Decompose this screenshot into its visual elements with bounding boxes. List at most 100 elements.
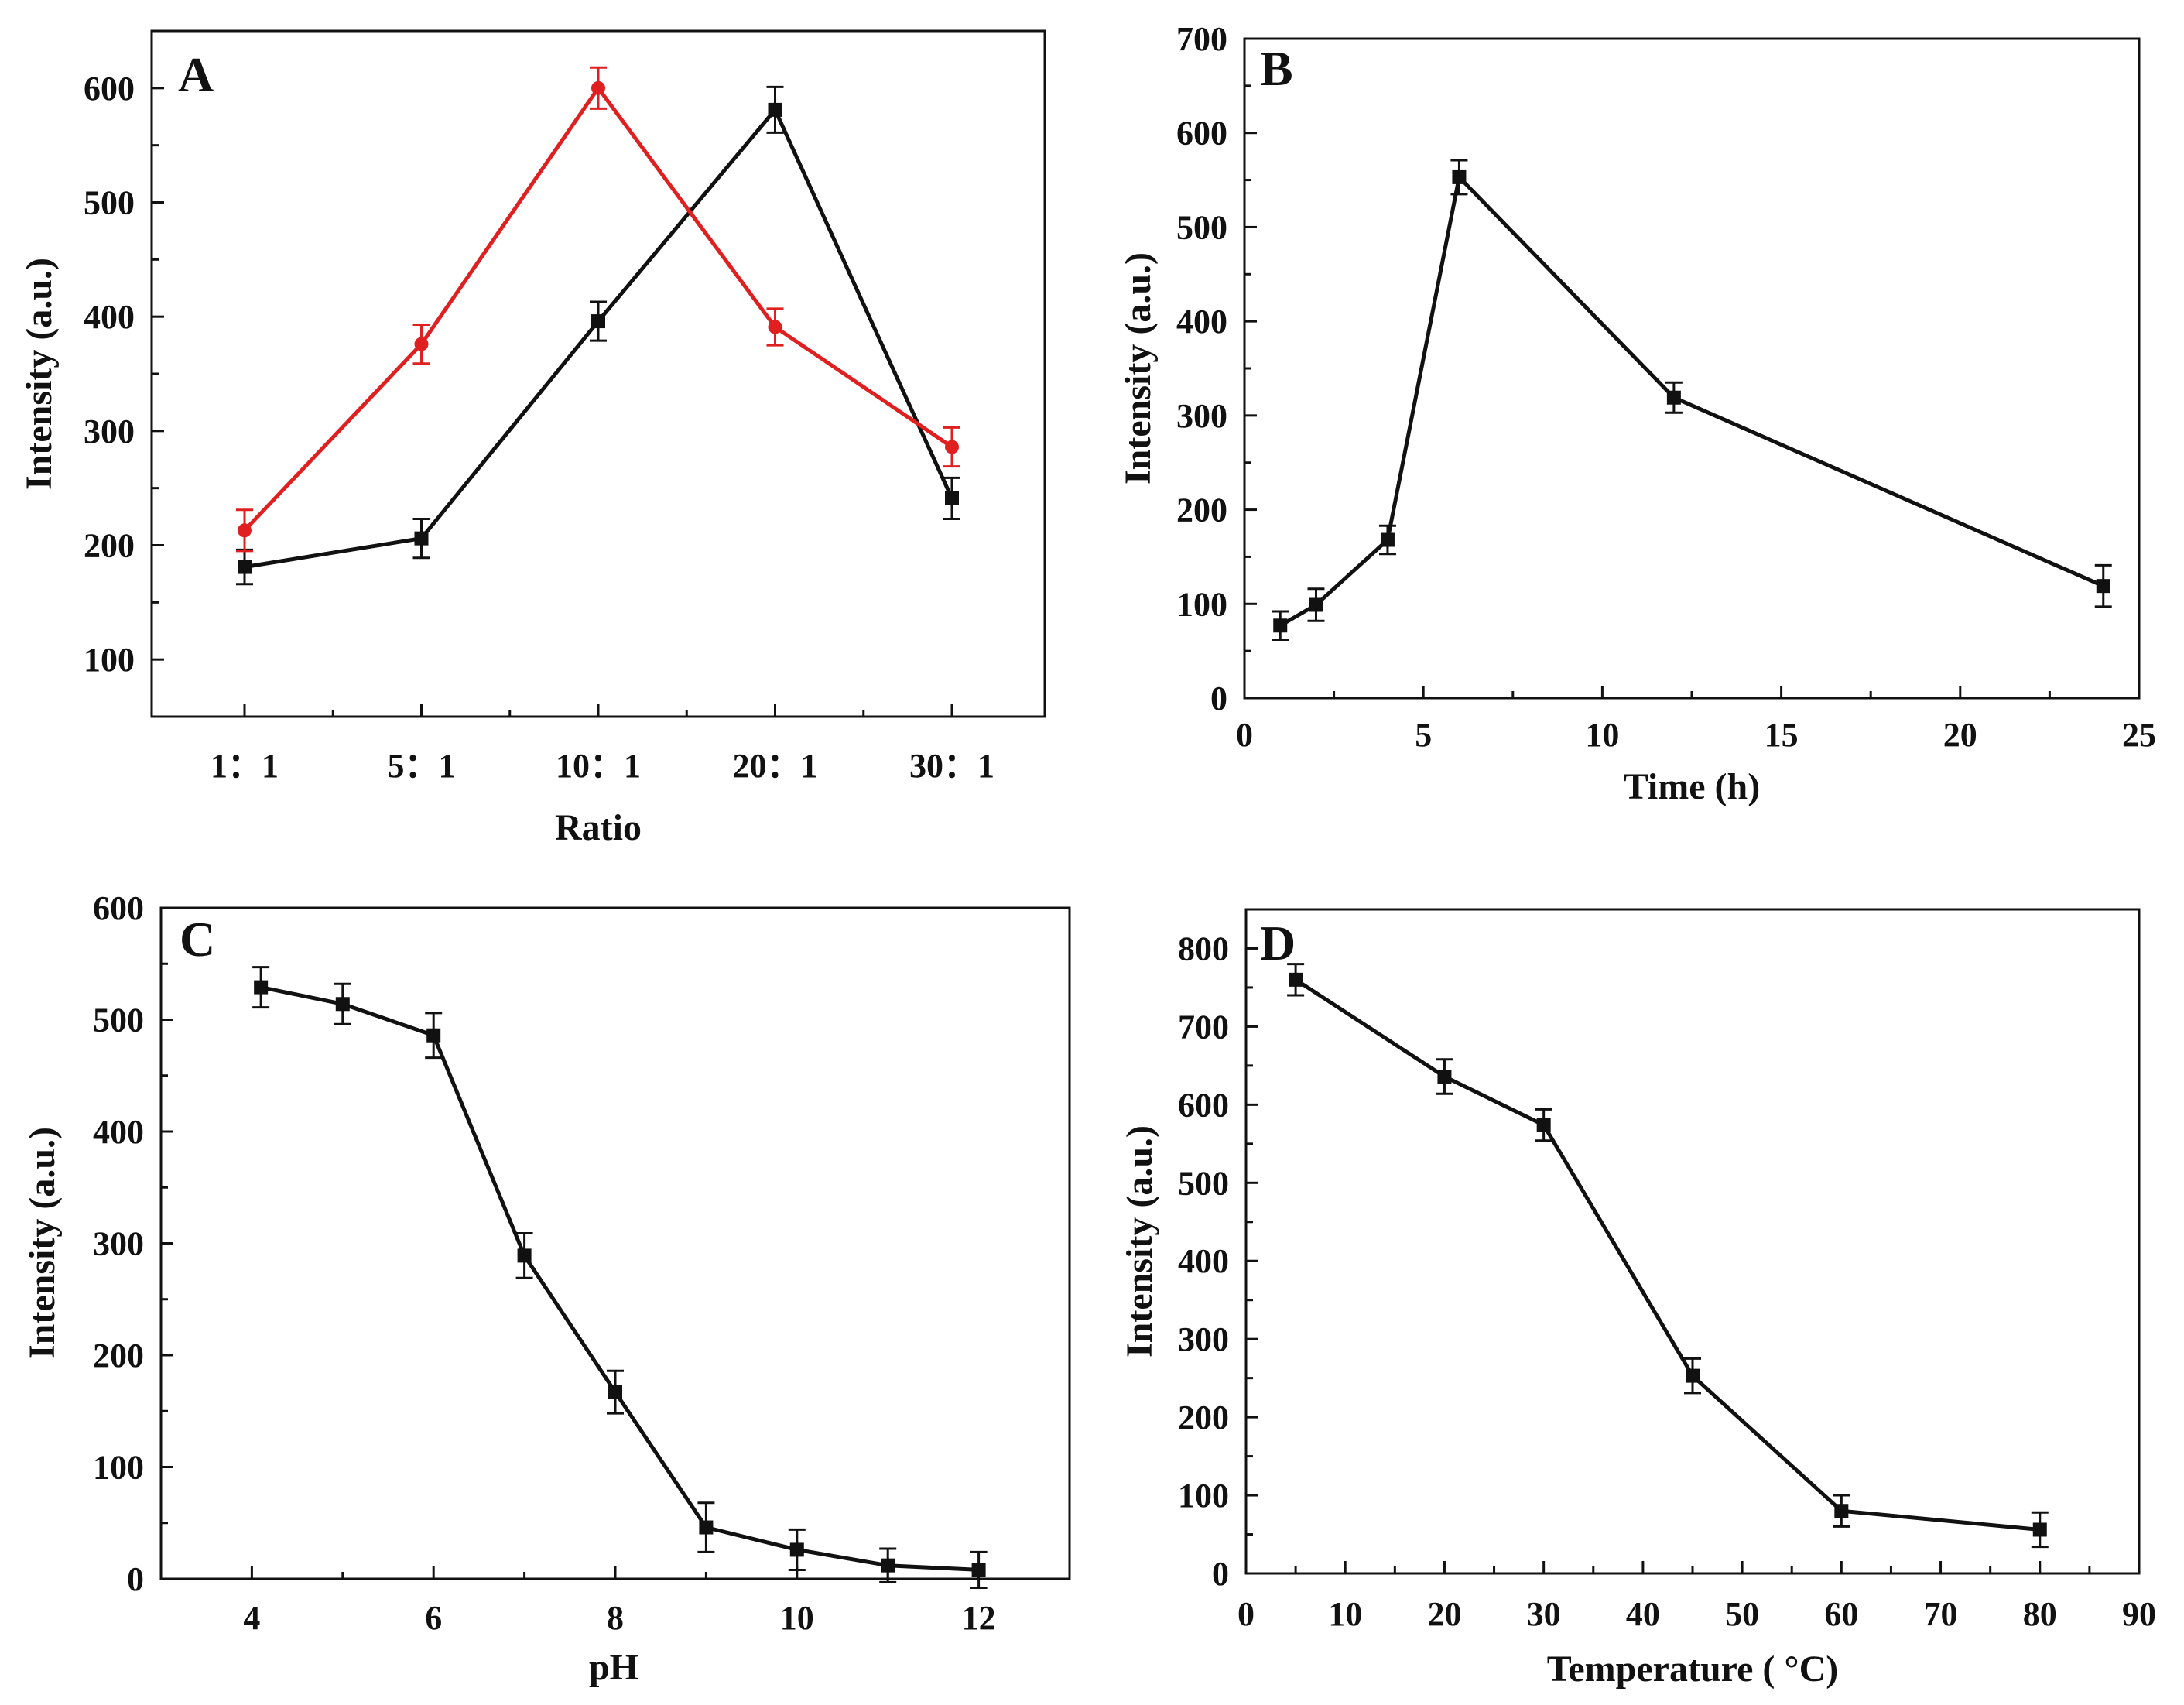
ticks-d: 0 100 200 300 400 500 600 700 800 0 10 20 30 40 50 60 70… [1178, 930, 2156, 1633]
data-point [1536, 1118, 1551, 1132]
x-tick-label-b: 10 [1585, 716, 1619, 754]
data-point [1437, 1070, 1452, 1084]
series-layer-b [1272, 159, 2112, 642]
y-tick-label-a: 500 [84, 184, 135, 222]
data-point [591, 80, 605, 95]
y-tick-label-b: 0 [1210, 680, 1227, 717]
y-tick-label-d: 500 [1178, 1164, 1229, 1202]
x-tick-label-d: 10 [1328, 1595, 1362, 1633]
x-tick-label-a: 1：1 [211, 747, 279, 785]
x-tick-label-c: 4 [243, 1599, 260, 1637]
y-tick-label-d: 800 [1178, 930, 1229, 967]
data-point [945, 491, 959, 505]
y-tick-label-c: 600 [93, 889, 144, 927]
x-tick-label-b: 20 [1943, 716, 1977, 754]
x-tick-label-a: 20：1 [733, 747, 818, 785]
y-tick-label-b: 500 [1176, 208, 1227, 246]
data-point [1666, 390, 1681, 405]
data-point [1380, 532, 1395, 547]
data-point [768, 320, 782, 334]
data-point [517, 1248, 532, 1263]
y-tick-label-b: 100 [1176, 585, 1227, 623]
x-tick-label-d: 80 [2023, 1595, 2057, 1633]
ticks-a: 100 200 300 400 500 600 1：1 5：1 10：1 20：1 30：1 [84, 70, 994, 785]
x-axis-title-b: Time (h) [1624, 766, 1760, 807]
x-axis-title-a: Ratio [555, 807, 642, 848]
y-tick-label-d: 600 [1178, 1086, 1229, 1124]
y-tick-label-b: 300 [1176, 397, 1227, 435]
x-tick-label-d: 0 [1237, 1595, 1255, 1633]
x-tick-label-d: 60 [1824, 1595, 1858, 1633]
y-tick-label-c: 300 [93, 1225, 144, 1263]
data-point [789, 1542, 804, 1557]
data-point [1309, 597, 1323, 612]
x-tick-label-d: 20 [1427, 1595, 1461, 1633]
y-axis-title-b: Intensity (a.u.) [1118, 252, 1159, 484]
panel-d: D Temperature ( °C) Intensity (a.u.) 0 10… [1119, 908, 2156, 1690]
x-tick-label-d: 30 [1527, 1595, 1561, 1633]
x-tick-label-c: 12 [962, 1599, 996, 1637]
y-tick-label-b: 200 [1176, 491, 1227, 529]
y-tick-label-a: 300 [84, 413, 135, 450]
x-tick-label-d: 70 [1924, 1595, 1958, 1633]
y-axis-title-a: Intensity (a.u.) [19, 258, 60, 490]
x-tick-label-d: 50 [1725, 1595, 1759, 1633]
x-tick-label-c: 6 [425, 1599, 442, 1637]
ticks-b: 0 100 200 300 400 500 600 700 0 5 10 15 20 25 [1176, 20, 2156, 754]
data-point [971, 1563, 986, 1577]
data-point [1273, 618, 1288, 633]
x-axis-title-d: Temperature ( °C) [1547, 1649, 1838, 1690]
data-point [238, 523, 252, 538]
x-tick-label-b: 15 [1765, 716, 1799, 754]
y-tick-label-d: 700 [1178, 1008, 1229, 1046]
x-tick-label-b: 5 [1415, 716, 1432, 754]
y-tick-label-b: 400 [1176, 303, 1227, 341]
data-point [2096, 579, 2110, 594]
y-axis-title-c: Intensity (a.u.) [22, 1127, 63, 1359]
y-tick-label-c: 0 [127, 1560, 144, 1598]
y-tick-label-a: 400 [84, 298, 135, 336]
data-point [1834, 1504, 1849, 1518]
data-point [608, 1385, 622, 1399]
y-tick-label-b: 600 [1176, 115, 1227, 152]
data-point [1289, 972, 1303, 987]
y-tick-label-b: 700 [1176, 20, 1227, 58]
panel-a: A Ratio Intensity (a.u.) 100 200 300 400 500… [19, 29, 1046, 848]
y-tick-label-a: 100 [84, 641, 135, 679]
panel-letter-d: D [1260, 916, 1296, 971]
x-axis-title-c: pH [589, 1647, 638, 1688]
x-tick-label-a: 5：1 [388, 747, 456, 785]
y-tick-label-a: 600 [84, 70, 135, 108]
series-layer-d [1287, 963, 2049, 1549]
data-point [426, 1028, 441, 1043]
panel-b: B Time (h) Intensity (a.u.) 010020030040… [1118, 20, 2156, 807]
data-point [254, 980, 269, 995]
x-tick-label-c: 8 [607, 1599, 624, 1637]
y-tick-label-d: 400 [1178, 1242, 1229, 1280]
series-line-black [1294, 977, 2041, 1532]
x-tick-label-b: 25 [2122, 716, 2156, 754]
ticks-c: 0 100 200 300 400 500 600 4 6 8 10 12 [93, 889, 996, 1637]
data-point [1686, 1368, 1700, 1383]
y-tick-label-c: 200 [93, 1337, 144, 1375]
data-point [881, 1558, 895, 1573]
y-tick-label-d: 300 [1178, 1320, 1229, 1358]
data-point [945, 440, 959, 454]
series-layer-a [236, 66, 960, 586]
y-tick-label-c: 100 [93, 1449, 144, 1487]
x-tick-label-c: 10 [780, 1599, 814, 1637]
y-tick-label-d: 200 [1178, 1399, 1229, 1436]
y-tick-label-d: 100 [1178, 1477, 1229, 1515]
series-layer-c [252, 966, 988, 1590]
data-point [768, 102, 782, 117]
x-tick-label-a: 10：1 [556, 747, 641, 785]
data-point [238, 560, 252, 574]
data-point [2032, 1522, 2047, 1537]
data-point [335, 997, 350, 1012]
panel-letter-a: A [178, 47, 214, 102]
y-axis-title-d: Intensity (a.u.) [1119, 1125, 1160, 1357]
data-point [414, 337, 429, 351]
x-tick-label-b: 0 [1236, 716, 1253, 754]
x-tick-label-d: 90 [2122, 1595, 2156, 1633]
